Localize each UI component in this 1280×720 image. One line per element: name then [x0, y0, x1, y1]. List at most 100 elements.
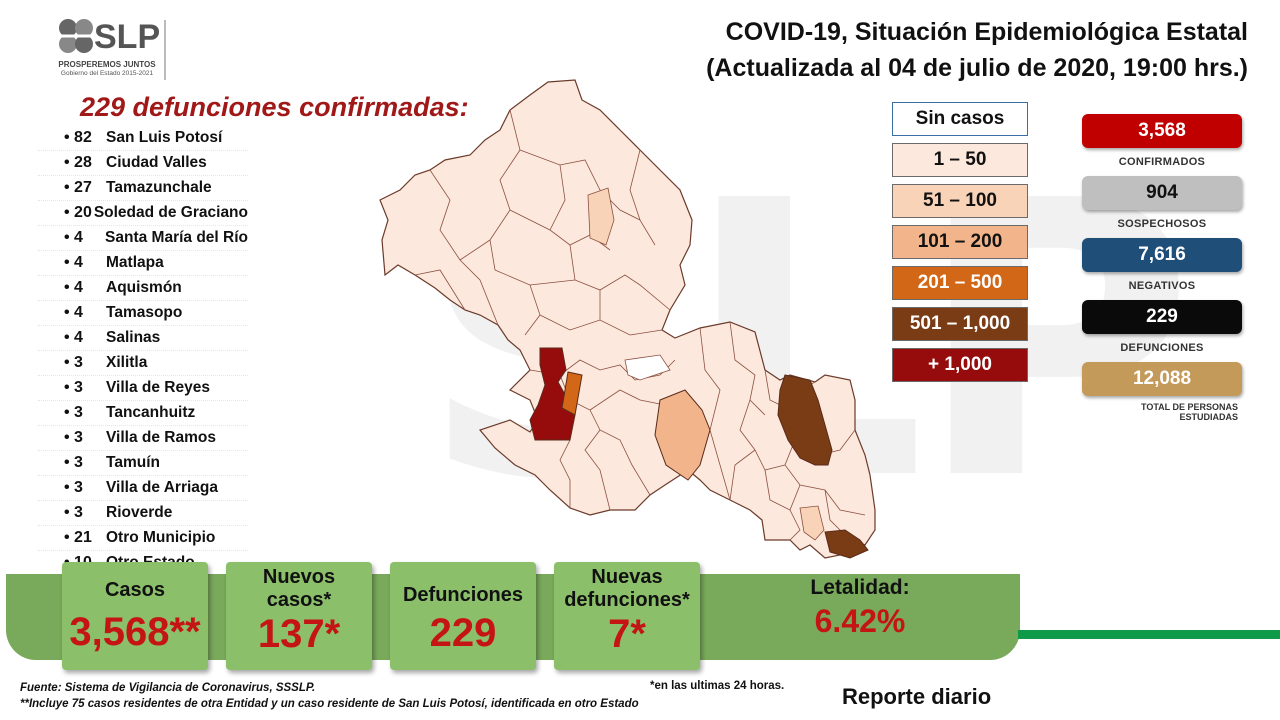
stats-panel: 3,568 CONFIRMADOS 904 SOSPECHOSOS 7,616 …	[1082, 114, 1242, 422]
deaths-list: • 82 San Luis Potosí • 28 Ciudad Valles • …	[38, 126, 248, 576]
death-count: • 3	[64, 504, 83, 521]
list-item: • 27 Tamazunchale	[38, 176, 248, 201]
list-item: • 3 Villa de Reyes	[38, 376, 248, 401]
casos-label: Casos	[104, 579, 166, 601]
list-item: • 20 Soledad de Graciano	[38, 201, 248, 226]
list-item: • 4 Aquismón	[38, 276, 248, 301]
legend-sin-casos: Sin casos	[892, 102, 1028, 136]
card-nuevas-defunciones: Nuevas defunciones* 7*	[554, 562, 700, 670]
map-legend: Sin casos 1 – 50 51 – 100 101 – 200 201 …	[892, 102, 1028, 389]
defunciones-label: Defunciones	[402, 584, 524, 606]
nuevas-defunciones-value: 7*	[608, 612, 646, 656]
municipality-name: Tamazunchale	[106, 179, 212, 196]
municipality-name: San Luis Potosí	[106, 129, 223, 146]
municipality-tamazunchale	[824, 529, 869, 559]
slp-logo-icon	[59, 19, 93, 53]
stat-defunciones-label: DEFUNCIONES	[1120, 342, 1204, 354]
municipality-soledad	[561, 371, 583, 416]
municipality-name: Villa de Arriaga	[106, 479, 218, 496]
death-count: • 4	[64, 229, 83, 246]
municipality-name: Tamuín	[106, 454, 160, 471]
death-count: • 3	[64, 429, 83, 446]
card-defunciones: Defunciones 229	[390, 562, 536, 670]
logo-government: Gobierno del Estado 2015-2021	[60, 70, 154, 77]
death-count: • 3	[64, 479, 83, 496]
municipality-51-100-south	[799, 505, 825, 541]
municipality-name: Aquismón	[106, 279, 182, 296]
list-item: • 82 San Luis Potosí	[38, 126, 248, 151]
deaths-title: 229 defunciones confirmadas:	[80, 92, 469, 122]
death-count: • 3	[64, 404, 83, 421]
legend-101-200: 101 – 200	[892, 225, 1028, 259]
death-count: • 4	[64, 329, 83, 346]
municipality-name: Tancanhuitz	[106, 404, 196, 421]
stat-total-value: 12,088	[1082, 362, 1242, 396]
logo-divider	[164, 20, 166, 80]
municipality-name: Otro Municipio	[106, 529, 216, 546]
list-item: • 28 Ciudad Valles	[38, 151, 248, 176]
nuevas-defunciones-label: Nuevas defunciones*	[564, 566, 690, 611]
list-item: • 3 Rioverde	[38, 501, 248, 526]
nuevos-casos-label: Nuevos casos*	[262, 566, 336, 611]
no-case-area	[624, 354, 671, 381]
municipality-name: Santa María del Río	[105, 229, 248, 246]
death-count: • 3	[64, 454, 83, 471]
list-item: • 21 Otro Municipio	[38, 526, 248, 551]
death-count: • 3	[64, 379, 83, 396]
state-map	[379, 79, 876, 559]
municipality-name: Ciudad Valles	[106, 154, 207, 171]
state-outline	[379, 79, 876, 559]
slp-logo: SLP PROSPEREMOS JUNTOS Gobierno del Esta…	[52, 14, 172, 84]
death-count: • 82	[64, 129, 92, 146]
report-label: Reporte diario	[842, 684, 992, 709]
stat-defunciones-value: 229	[1082, 300, 1242, 334]
list-item: • 3 Tamuín	[38, 451, 248, 476]
legend-1-50: 1 – 50	[892, 143, 1028, 177]
municipality-san-luis-potosi	[529, 347, 576, 441]
death-count: • 28	[64, 154, 92, 171]
list-item: • 4 Santa María del Río	[38, 226, 248, 251]
residency-note: **Incluye 75 casos residentes de otra En…	[20, 698, 639, 710]
death-count: • 21	[64, 529, 92, 546]
last-24h-note: *en las ultimas 24 horas.	[650, 680, 785, 692]
death-count: • 3	[64, 354, 83, 371]
death-count: • 4	[64, 279, 83, 296]
letalidad-value: 6.42%	[814, 603, 906, 639]
municipality-name: Salinas	[106, 329, 161, 346]
defunciones-value: 229	[429, 611, 497, 655]
legend-51-100: 51 – 100	[892, 184, 1028, 218]
list-item: • 3 Villa de Arriaga	[38, 476, 248, 501]
stat-total-label: TOTAL DE PERSONAS ESTUDIADAS	[1140, 402, 1238, 422]
list-item: • 4 Salinas	[38, 326, 248, 351]
page-title: COVID-19, Situación Epidemiológica Estat…	[725, 18, 1248, 46]
casos-value: 3,568**	[69, 610, 201, 654]
municipality-name: Villa de Ramos	[106, 429, 216, 446]
death-count: • 4	[64, 254, 83, 271]
municipality-name: Villa de Reyes	[106, 379, 210, 396]
stat-sospechosos-label: SOSPECHOSOS	[1117, 218, 1207, 230]
logo-tagline: PROSPEREMOS JUNTOS	[58, 60, 156, 69]
green-accent-line	[1018, 630, 1280, 639]
municipality-name: Tamasopo	[106, 304, 183, 321]
list-item: • 3 Tancanhuitz	[38, 401, 248, 426]
list-item: • 4 Matlapa	[38, 251, 248, 276]
stat-sospechosos-value: 904	[1082, 176, 1242, 210]
letalidad-label: Letalidad:	[810, 576, 910, 599]
source-note: Fuente: Sistema de Vigilancia de Coronav…	[20, 682, 316, 694]
death-count: • 27	[64, 179, 92, 196]
page-subtitle: (Actualizada al 04 de julio de 2020, 19:…	[706, 54, 1248, 82]
stat-negativos-value: 7,616	[1082, 238, 1242, 272]
card-casos: Casos 3,568**	[62, 562, 208, 670]
municipality-51-100-north	[587, 187, 615, 246]
list-item: • 3 Xilitla	[38, 351, 248, 376]
legend-201-500: 201 – 500	[892, 266, 1028, 300]
list-item: • 3 Villa de Ramos	[38, 426, 248, 451]
municipality-name: Xilitla	[106, 354, 148, 371]
stat-confirmados-label: CONFIRMADOS	[1118, 156, 1206, 168]
nuevos-casos-value: 137*	[257, 612, 341, 656]
municipality-name: Soledad de Graciano	[93, 204, 248, 221]
card-nuevos-casos: Nuevos casos* 137*	[226, 562, 372, 670]
municipality-ciudad-valles	[777, 374, 833, 466]
legend-over-1000: + 1,000	[892, 348, 1028, 382]
list-item: • 4 Tamasopo	[38, 301, 248, 326]
